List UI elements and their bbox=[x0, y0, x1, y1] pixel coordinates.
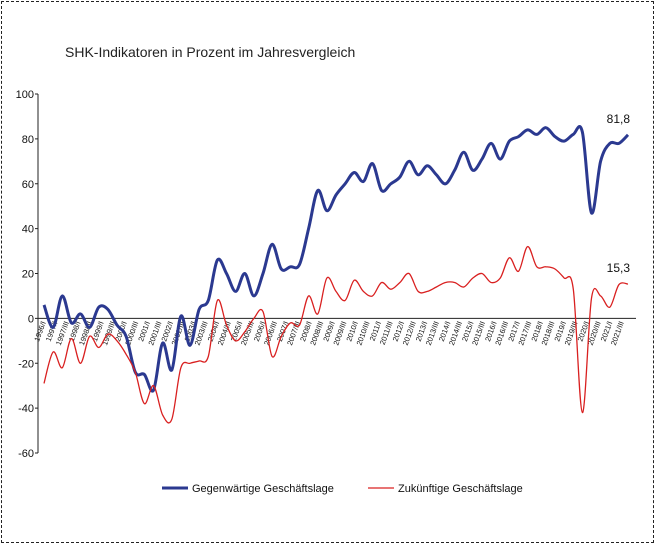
legend-label-1: Gegenwärtige Geschäftslage bbox=[192, 483, 334, 495]
chart-title: SHK-Indikatoren in Prozent im Jahresverg… bbox=[65, 44, 355, 60]
legend: Gegenwärtige Geschäftslage Zukünftige Ges… bbox=[162, 483, 523, 495]
axes bbox=[35, 93, 636, 454]
y-tick-label: 0 bbox=[28, 313, 34, 325]
series-lines bbox=[42, 125, 630, 424]
legend-label-2: Zukünftige Geschäftslage bbox=[398, 483, 523, 495]
series-line-1 bbox=[42, 125, 630, 393]
x-tick-labels: 1996/I1997/I1997/III1998/I1998/III1999/I… bbox=[32, 320, 626, 347]
y-tick-labels: -60 -40 -20 0 20 40 60 80 100 bbox=[16, 89, 34, 460]
series-end-label-1: 81,8 bbox=[607, 112, 631, 126]
y-tick-label: 80 bbox=[22, 134, 34, 146]
y-tick-label: 20 bbox=[22, 269, 34, 281]
y-tick-label: 60 bbox=[22, 179, 34, 191]
y-tick-label: -40 bbox=[18, 403, 34, 415]
series-line-2 bbox=[43, 245, 629, 424]
series-end-label-2: 15,3 bbox=[607, 261, 631, 275]
y-tick-label: 100 bbox=[16, 89, 34, 101]
y-tick-label: 40 bbox=[22, 224, 34, 236]
end-labels: 81,8 15,3 bbox=[607, 112, 631, 275]
y-tick-label: -20 bbox=[18, 358, 34, 370]
y-tick-label: -60 bbox=[18, 448, 34, 460]
